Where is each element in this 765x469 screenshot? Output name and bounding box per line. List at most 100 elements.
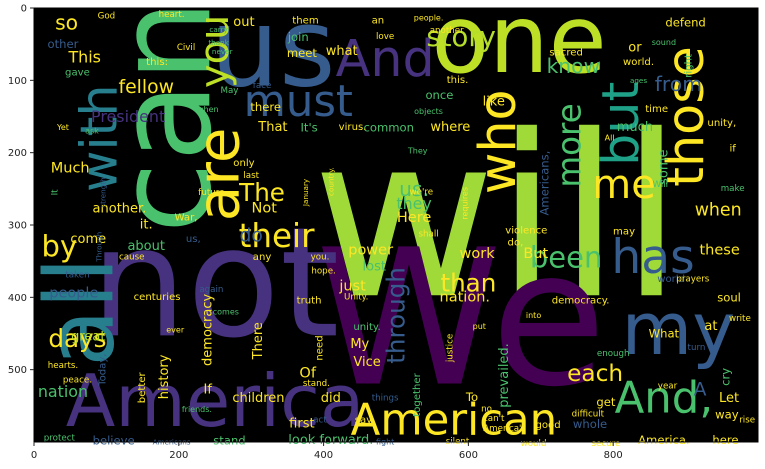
x-tick-label-4: 800: [604, 450, 623, 461]
word-48: do: [239, 225, 262, 246]
word-52: work: [460, 246, 496, 262]
word-138: never: [212, 47, 233, 56]
word-166: hearts.: [48, 361, 78, 371]
word-98: defend: [665, 15, 705, 29]
word-15: but: [591, 82, 650, 166]
word-59: democracy: [200, 293, 215, 365]
word-76: at: [704, 319, 717, 334]
word-110: world: [657, 274, 685, 285]
word-111: write: [729, 314, 751, 324]
word-99: right: [684, 54, 695, 78]
word-28: than: [440, 268, 496, 297]
word-134: heart.: [159, 10, 185, 20]
word-55: power: [348, 242, 393, 258]
word-163: again: [199, 285, 223, 295]
word-180: into: [526, 311, 541, 320]
word-91: there: [250, 100, 281, 114]
word-58: nation.: [440, 289, 490, 305]
word-6: all: [27, 257, 136, 367]
word-192: ever: [166, 325, 185, 334]
word-10: And: [336, 29, 435, 88]
word-39: President: [91, 107, 165, 126]
y-tick-label-5: 500: [8, 365, 27, 376]
word-62: children: [232, 391, 284, 406]
word-82: To: [465, 390, 478, 404]
word-57: lost: [363, 259, 386, 274]
word-66: Vice: [353, 355, 380, 370]
word-143: another: [430, 26, 464, 36]
word-132: only: [233, 158, 254, 169]
word-60: There: [251, 322, 266, 360]
word-30: each: [567, 360, 623, 387]
word-33: when: [695, 201, 742, 221]
word-36: fellow: [118, 77, 173, 98]
word-35: so: [55, 10, 78, 34]
word-74: Let: [719, 391, 739, 406]
word-184: All: [605, 134, 615, 143]
word-107: if: [729, 144, 736, 155]
word-125: together: [412, 372, 423, 416]
word-139: this:: [146, 57, 168, 68]
word-159: you.: [311, 253, 330, 263]
word-136: Civil: [177, 43, 195, 53]
word-54: these: [699, 242, 739, 258]
word-193: It: [51, 189, 61, 196]
word-114: enough: [597, 349, 630, 359]
word-47: about: [127, 239, 165, 254]
word-81: prevailed.: [497, 343, 512, 408]
word-155: future: [198, 188, 224, 198]
word-190: ages: [630, 76, 647, 85]
word-84: Americans,: [537, 151, 551, 216]
word-14: who: [468, 90, 527, 195]
word-112: cry: [718, 368, 732, 386]
word-118: truth: [297, 295, 322, 306]
word-69: look forward.: [288, 433, 373, 448]
word-7: America: [66, 360, 365, 444]
word-116: do,: [508, 238, 524, 249]
word-154: last: [243, 171, 259, 181]
word-9: are: [185, 128, 253, 222]
word-175: would: [521, 439, 547, 449]
word-170: stand.: [303, 379, 330, 389]
word-182: requires: [460, 187, 469, 220]
word-67: If: [204, 382, 213, 397]
word-120: centuries: [134, 292, 181, 303]
x-axis: 0 200 400 600 800: [31, 442, 623, 461]
word-94: what: [326, 44, 358, 59]
word-165: prayers: [676, 274, 709, 284]
word-22: And,: [615, 374, 714, 424]
word-160: hope.: [311, 266, 335, 276]
plot-background: [34, 8, 758, 442]
word-78: What: [649, 327, 680, 341]
word-79: get: [596, 395, 615, 409]
word-128: difficult: [572, 410, 605, 420]
word-5: one: [432, 0, 607, 95]
word-177: year: [658, 381, 678, 391]
word-23: by: [42, 230, 78, 264]
word-171: things: [372, 394, 399, 404]
word-53: But: [523, 246, 548, 262]
word-126: no: [481, 404, 492, 414]
word-151: ask: [85, 126, 99, 135]
word-18: more: [551, 103, 589, 187]
word-124: say: [355, 415, 372, 426]
word-85: some: [656, 149, 671, 184]
word-68: first: [289, 416, 314, 431]
word-88: common: [364, 120, 415, 134]
word-13: must: [244, 77, 353, 127]
word-93: once: [425, 88, 453, 102]
word-49: Not: [252, 200, 278, 216]
word-43: great: [71, 330, 105, 345]
word-46: it.: [140, 218, 153, 233]
word-137: thank: [208, 38, 229, 47]
word-113: rise: [739, 415, 755, 425]
word-123: better: [137, 371, 148, 403]
word-8: my: [622, 288, 735, 372]
y-axis: 0 100 200 300 400 500: [8, 4, 34, 376]
word-169: friends.: [182, 405, 212, 414]
word-121: need: [314, 335, 325, 360]
word-122: Today,: [97, 353, 108, 386]
word-162: taken: [65, 271, 89, 281]
